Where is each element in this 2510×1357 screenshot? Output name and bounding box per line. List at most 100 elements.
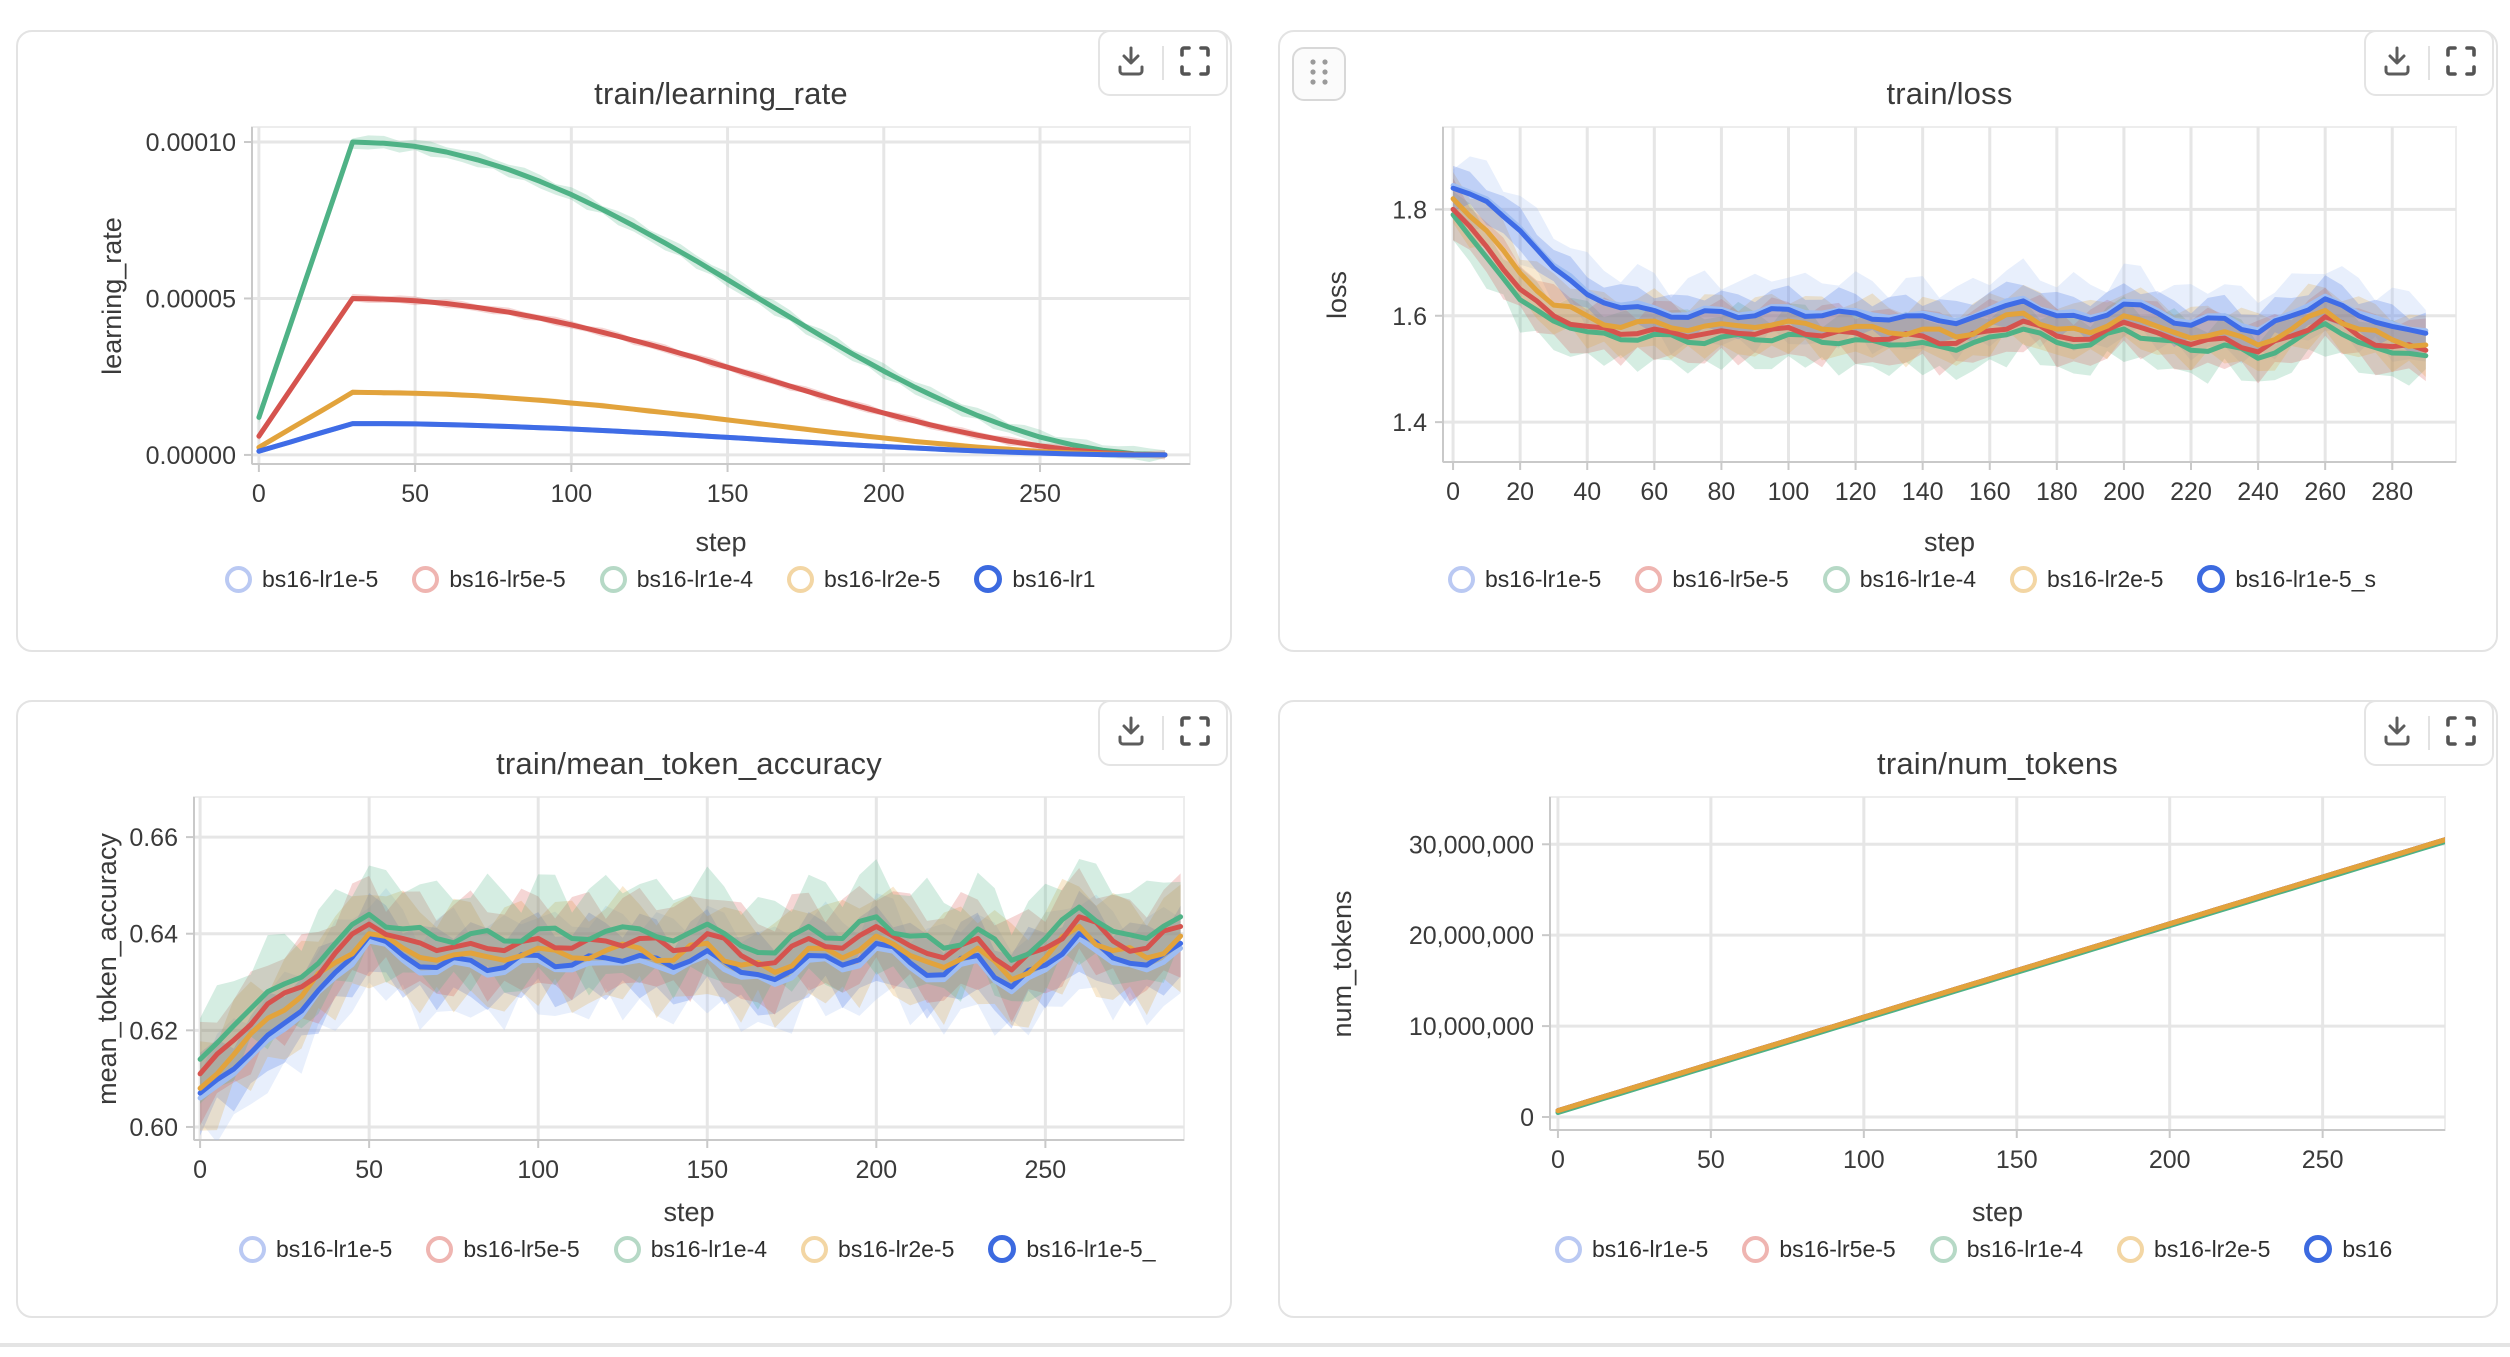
legend-item-bs16-lr2e-5[interactable]: bs16-lr2e-5 <box>2010 565 2164 593</box>
svg-text:200: 200 <box>2103 478 2145 506</box>
x-axis-label: step <box>1923 527 1976 557</box>
legend-item-bs16-lr1e-5[interactable]: bs16-lr1e-5 <box>1555 1235 1708 1263</box>
chart-toolbar <box>2364 30 2494 96</box>
svg-text:240: 240 <box>2237 478 2279 506</box>
svg-text:100: 100 <box>517 1156 559 1184</box>
fullscreen-button[interactable] <box>2430 702 2492 764</box>
legend-label: bs16-lr5e-5 <box>449 565 566 592</box>
svg-text:0: 0 <box>1446 478 1460 506</box>
run-color-circle-icon <box>801 1235 829 1263</box>
run-color-circle-icon <box>239 1235 266 1263</box>
svg-text:150: 150 <box>707 480 749 508</box>
x-axis-label: step <box>663 1197 715 1227</box>
legend-label: bs16-lr1e-5 <box>262 565 379 592</box>
legend-label: bs16-lr5e-5 <box>463 1235 580 1262</box>
svg-text:200: 200 <box>863 480 905 508</box>
svg-text:180: 180 <box>2036 478 2078 506</box>
svg-text:220: 220 <box>2170 478 2212 506</box>
svg-text:120: 120 <box>1835 478 1877 506</box>
legend-item-bs16-lr1e-5_s[interactable]: bs16-lr1e-5_s <box>2197 565 2376 593</box>
svg-text:50: 50 <box>401 480 429 508</box>
legend-item-bs16-lr5e-5[interactable]: bs16-lr5e-5 <box>412 565 566 593</box>
legend-label: bs16-lr1e-5 <box>276 1235 393 1262</box>
run-color-circle-icon <box>1555 1235 1582 1263</box>
svg-text:100: 100 <box>1768 478 1810 506</box>
svg-text:0.62: 0.62 <box>129 1017 178 1045</box>
run-color-circle-icon <box>613 1235 641 1263</box>
legend-item-bs16-lr2e-5[interactable]: bs16-lr2e-5 <box>801 1235 955 1263</box>
svg-text:280: 280 <box>2371 478 2413 506</box>
legend-item-bs16-lr1e-5[interactable]: bs16-lr1e-5 <box>239 1235 393 1263</box>
svg-text:0.00000: 0.00000 <box>146 442 236 470</box>
legend: bs16-lr1e-5 bs16-lr5e-5 bs16-lr1e-4 bs16-lr… <box>239 1228 1222 1270</box>
legend-item-bs16-lr1e-5[interactable]: bs16-lr1e-5 <box>1448 565 1601 593</box>
legend-item-bs16-lr5e-5[interactable]: bs16-lr5e-5 <box>1742 1235 1896 1263</box>
download-button[interactable] <box>2366 32 2428 94</box>
legend-label: bs16-lr1e-4 <box>1859 565 1977 592</box>
svg-text:0: 0 <box>1520 1104 1534 1132</box>
svg-text:0.00005: 0.00005 <box>146 285 236 313</box>
svg-text:250: 250 <box>1025 1156 1067 1184</box>
download-button[interactable] <box>1100 702 1162 764</box>
plot-area[interactable]: 0 50 100 150 200 250 0.00000 0.00005 0.00010 <box>18 32 1230 650</box>
run-color-circle-icon <box>2304 1235 2333 1263</box>
download-button[interactable] <box>2366 702 2428 764</box>
legend-item-bs16-lr1e-5_[interactable]: bs16-lr1e-5_ <box>988 1235 1156 1263</box>
legend-item-bs16-lr1[interactable]: bs16-lr1 <box>974 565 1095 593</box>
run-color-circle-icon <box>974 565 1003 593</box>
svg-text:50: 50 <box>1697 1146 1725 1174</box>
legend-item-bs16-lr5e-5[interactable]: bs16-lr5e-5 <box>426 1235 580 1263</box>
run-color-circle-icon <box>1822 565 1850 593</box>
legend-item-bs16-lr2e-5[interactable]: bs16-lr2e-5 <box>787 565 940 593</box>
run-color-circle-icon <box>426 1235 454 1263</box>
legend-label: bs16-lr2e-5 <box>2154 1235 2271 1262</box>
svg-text:60: 60 <box>1640 478 1668 506</box>
plot-area[interactable]: 0 50 100 150 200 250 0 10,000,000 20,000,000 30,0… <box>1280 702 2496 1316</box>
download-icon <box>1113 43 1149 84</box>
chart-toolbar <box>1098 700 1228 766</box>
legend-label: bs16 <box>2342 1235 2393 1262</box>
download-icon <box>1113 713 1149 754</box>
svg-text:0.60: 0.60 <box>129 1114 178 1142</box>
fullscreen-button[interactable] <box>1164 702 1226 764</box>
plot-area[interactable]: 0 20 40 60 80 100 120 140 160 180 200 220 240 260 280 1… <box>1280 32 2496 650</box>
svg-text:100: 100 <box>550 480 592 508</box>
page-divider <box>0 1343 2510 1347</box>
legend-item-bs16-lr1e-4[interactable]: bs16-lr1e-4 <box>1822 565 1977 593</box>
run-color-circle-icon <box>2010 565 2038 593</box>
download-button[interactable] <box>1100 32 1162 94</box>
fullscreen-icon <box>1178 714 1212 753</box>
fullscreen-icon <box>2444 714 2478 753</box>
grip-dots-icon <box>1304 55 1334 94</box>
x-axis-label: step <box>1971 1197 2024 1227</box>
chart-title: train/mean_token_accuracy <box>496 746 882 781</box>
fullscreen-icon <box>1178 44 1212 83</box>
legend-item-bs16-lr1e-5[interactable]: bs16-lr1e-5 <box>225 565 379 593</box>
legend-item-bs16-lr1e-4[interactable]: bs16-lr1e-4 <box>1929 1235 2084 1263</box>
plot-area[interactable]: 0 50 100 150 200 250 0.60 0.62 0.64 0.66 <box>18 702 1230 1316</box>
svg-text:0.00010: 0.00010 <box>146 129 236 157</box>
run-color-circle-icon <box>1929 1235 1957 1263</box>
legend-label: bs16-lr1e-5_s <box>2235 565 2377 592</box>
legend-item-bs16[interactable]: bs16 <box>2304 1235 2392 1263</box>
download-icon <box>2379 713 2415 754</box>
chart-title: train/learning_rate <box>594 76 848 111</box>
legend-label: bs16-lr1 <box>1012 565 1096 592</box>
svg-text:30,000,000: 30,000,000 <box>1409 831 1534 859</box>
svg-text:20: 20 <box>1506 478 1534 506</box>
fullscreen-button[interactable] <box>1164 32 1226 94</box>
legend-item-bs16-lr5e-5[interactable]: bs16-lr5e-5 <box>1635 565 1789 593</box>
svg-text:150: 150 <box>686 1156 728 1184</box>
svg-text:200: 200 <box>855 1156 897 1184</box>
legend-item-bs16-lr2e-5[interactable]: bs16-lr2e-5 <box>2117 1235 2271 1263</box>
legend-item-bs16-lr1e-4[interactable]: bs16-lr1e-4 <box>613 1235 767 1263</box>
run-color-circle-icon <box>2117 1235 2145 1263</box>
fullscreen-button[interactable] <box>2430 32 2492 94</box>
legend-label: bs16-lr2e-5 <box>2047 565 2164 592</box>
svg-text:0.64: 0.64 <box>129 921 178 949</box>
drag-handle[interactable] <box>1292 47 1346 101</box>
run-color-circle-icon <box>2197 565 2226 593</box>
legend-item-bs16-lr1e-4[interactable]: bs16-lr1e-4 <box>599 565 753 593</box>
legend-label: bs16-lr2e-5 <box>838 1235 955 1262</box>
legend-label: bs16-lr1e-4 <box>1966 1235 2084 1262</box>
